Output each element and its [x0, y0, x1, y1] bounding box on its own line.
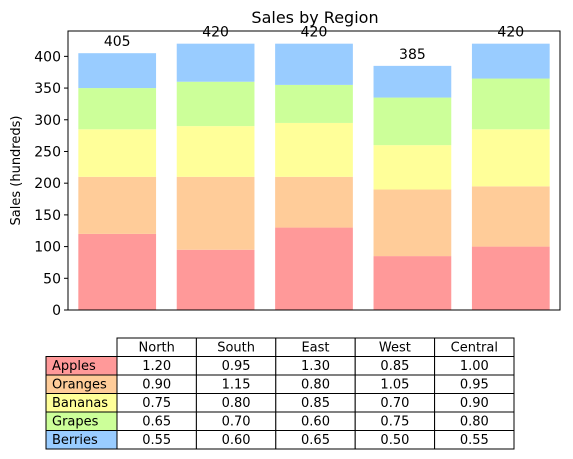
table-row-label-grapes: Grapes	[52, 415, 99, 430]
bar-segment-oranges-central	[471, 186, 550, 247]
bar-segment-bananas-west	[373, 145, 452, 190]
table-cell-value: 0.65	[142, 415, 171, 430]
table-cell-value: 0.60	[301, 415, 330, 430]
total-label-east: 420	[301, 25, 328, 41]
bar-segment-berries-west	[373, 65, 452, 98]
table-cell-value: 0.80	[460, 415, 489, 430]
plot-frame	[67, 30, 561, 311]
table-column-header-east: East	[301, 341, 329, 356]
bar-segment-grapes-north	[78, 88, 157, 130]
bar-segment-oranges-south	[176, 176, 255, 250]
bar-segment-oranges-east	[275, 176, 353, 228]
table-cell-value: 0.65	[301, 433, 330, 448]
chart-title: Sales by Region	[251, 8, 378, 27]
bar-segment-oranges-north	[78, 176, 157, 234]
y-tick-label: 250	[34, 144, 61, 160]
table-cell-value: 0.55	[142, 433, 171, 448]
y-tick-label: 200	[34, 176, 61, 192]
bar-segment-grapes-south	[176, 81, 255, 127]
y-tick-label: 350	[34, 81, 61, 97]
table-cell	[434, 430, 515, 450]
bar-segment-berries-central	[471, 43, 550, 79]
bar-segment-oranges-west	[373, 189, 452, 257]
table-column-header-north: North	[139, 341, 175, 356]
table-row-label-oranges: Oranges	[52, 378, 107, 393]
table-cell-value: 0.95	[460, 378, 489, 393]
total-label-north: 405	[104, 34, 131, 50]
total-label-west: 385	[399, 47, 426, 63]
table-cell-value: 0.90	[460, 396, 489, 411]
table-cell-value: 0.90	[142, 378, 171, 393]
bar-segment-apples-south	[176, 249, 255, 310]
table-row-label-berries: Berries	[52, 433, 98, 448]
table-cell-value: 0.85	[301, 396, 330, 411]
table-cell-value: 1.05	[380, 378, 409, 393]
bar-segment-berries-south	[176, 43, 255, 82]
table-cell-value: 0.95	[222, 359, 251, 374]
table-cell-value: 1.00	[460, 359, 489, 374]
y-tick-label: 0	[52, 303, 61, 319]
table-cell-value: 0.60	[222, 433, 251, 448]
bar-segment-grapes-west	[373, 97, 452, 146]
table-cell-value: 1.30	[301, 359, 330, 374]
table-column-header-central: Central	[451, 341, 498, 356]
table-row-label-bananas: Bananas	[52, 396, 108, 411]
bar-segment-bananas-east	[275, 122, 353, 177]
y-tick-label: 400	[34, 49, 61, 65]
table-cell-value: 0.70	[222, 415, 251, 430]
bar-segment-apples-east	[275, 227, 353, 310]
y-axis: 0 50 100 150 200 250 300 350 400	[34, 49, 68, 319]
table-cell-value: 0.55	[460, 433, 489, 448]
table-cell-value: 0.75	[380, 415, 409, 430]
table-row-label-apples: Apples	[52, 359, 96, 374]
y-axis-label: Sales (hundreds)	[9, 116, 24, 226]
y-tick-label: 300	[34, 113, 61, 129]
total-label-south: 420	[202, 25, 229, 41]
totals-layer: 405 420 420 385 420	[104, 25, 524, 63]
bars-layer	[78, 43, 550, 310]
bar-segment-bananas-north	[78, 129, 157, 177]
table-cell-value: 1.15	[222, 378, 251, 393]
bar-segment-apples-central	[471, 246, 550, 310]
bar-segment-grapes-central	[471, 78, 550, 130]
table-cell-value: 1.20	[142, 359, 171, 374]
bar-segment-grapes-east	[275, 84, 353, 123]
bar-segment-apples-north	[78, 233, 157, 310]
table-cell-value: 0.70	[380, 396, 409, 411]
table-column-header-west: West	[379, 341, 411, 356]
y-tick-label: 100	[34, 240, 61, 256]
total-label-central: 420	[497, 25, 524, 41]
table-cell-value: 0.80	[301, 378, 330, 393]
y-tick-label: 50	[43, 271, 61, 287]
bar-segment-berries-north	[78, 53, 157, 89]
table-cell-value: 0.80	[222, 396, 251, 411]
table-cell-value: 0.75	[142, 396, 171, 411]
table-column-header-south: South	[217, 341, 255, 356]
bar-segment-berries-east	[275, 43, 353, 85]
bar-segment-bananas-central	[471, 129, 550, 187]
bar-segment-bananas-south	[176, 126, 255, 177]
table-cell-value: 0.50	[380, 433, 409, 448]
data-table: North South East West Central Apples 1.20 0.95 1…	[45, 337, 515, 450]
table-cell-value: 0.85	[380, 359, 409, 374]
y-tick-label: 150	[34, 208, 61, 224]
bar-segment-apples-west	[373, 256, 452, 310]
